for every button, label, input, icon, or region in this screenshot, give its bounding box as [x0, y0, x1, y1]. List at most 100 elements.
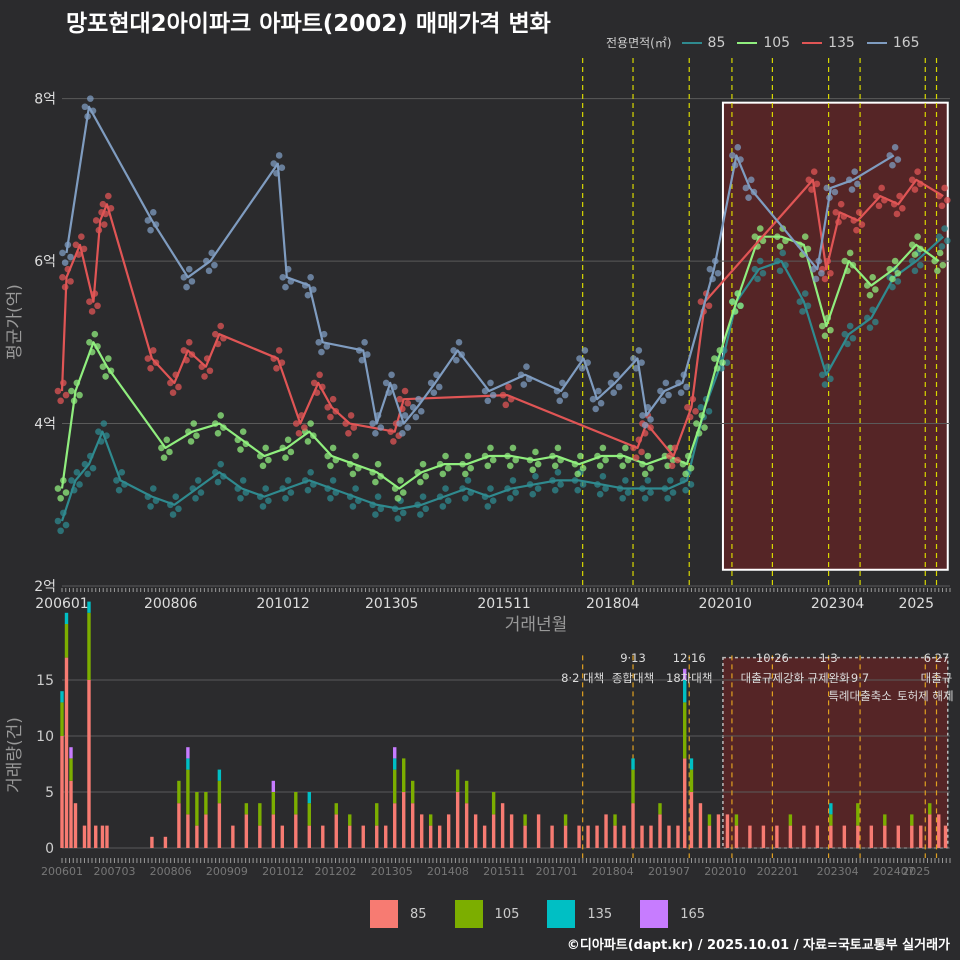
data-point — [149, 485, 157, 492]
x-tick-label: 201511 — [477, 596, 530, 612]
data-point — [574, 486, 582, 494]
data-point — [938, 202, 946, 210]
volume-bar-105 — [428, 814, 433, 826]
data-point — [819, 371, 826, 379]
volume-bar-85 — [500, 803, 505, 848]
data-point — [687, 464, 695, 472]
data-point — [599, 444, 607, 452]
data-point — [858, 221, 866, 228]
data-point — [622, 444, 629, 452]
data-point — [756, 225, 764, 232]
data-point — [487, 379, 494, 387]
data-point — [86, 339, 93, 346]
data-point — [697, 403, 705, 411]
data-point — [214, 478, 222, 486]
volume-bar-85 — [716, 814, 721, 848]
volume-bar-85 — [689, 792, 694, 848]
volume-bar-105 — [177, 780, 181, 804]
volume-bar-135 — [64, 612, 69, 624]
data-point — [821, 275, 829, 283]
volume-bar-105 — [402, 758, 406, 792]
data-point — [205, 267, 213, 275]
y-tick-label: 2억 — [34, 579, 56, 595]
price-legend: 전용면적(㎡) 85 105 135 165 — [606, 34, 932, 51]
data-point — [278, 164, 286, 171]
volume-legend-item-165: 165 — [640, 900, 705, 928]
data-point — [67, 253, 74, 261]
data-point — [169, 389, 177, 396]
data-point — [444, 464, 452, 472]
data-point — [439, 470, 447, 478]
data-point — [275, 152, 283, 159]
volume-bar-85 — [87, 680, 91, 848]
volume-x-tick-label: 201305 — [371, 865, 413, 878]
data-point — [166, 448, 173, 456]
price-chart: 2억 4억 6억 8억 200601 200806 201012 201305 201511 20… — [5, 58, 951, 635]
volume-bar-85 — [536, 814, 541, 848]
data-point — [100, 221, 108, 228]
data-point — [641, 470, 649, 478]
data-point — [76, 391, 83, 399]
volume-bar-105 — [60, 702, 64, 736]
data-point — [100, 420, 108, 427]
data-point — [659, 397, 667, 405]
volume-y-axis-label: 거래량(건) — [5, 717, 25, 793]
data-point — [602, 456, 609, 464]
data-point — [776, 267, 784, 275]
y-axis-label: 평균가(억) — [5, 284, 25, 360]
volume-bar-85 — [244, 814, 249, 848]
data-point — [827, 375, 834, 383]
data-point — [832, 209, 840, 216]
highlight-region — [721, 101, 949, 571]
policy-annotation-date: 12·16 — [673, 651, 706, 665]
volume-bar-85 — [667, 825, 671, 848]
data-point — [430, 389, 438, 396]
x-tick-label: 200806 — [144, 596, 198, 612]
policy-annotation-date: 10·26 — [756, 651, 789, 665]
volume-bar-85 — [64, 657, 69, 848]
data-point — [399, 509, 407, 517]
volume-bar-105 — [707, 814, 712, 826]
data-point — [396, 420, 403, 427]
data-point — [62, 391, 70, 399]
data-point — [163, 436, 171, 444]
data-point — [799, 308, 806, 315]
data-point — [185, 339, 193, 346]
series-165 — [59, 95, 902, 437]
data-point — [54, 485, 62, 492]
volume-bar-85 — [829, 825, 833, 848]
data-point — [282, 454, 289, 461]
volume-bar-85 — [928, 814, 932, 848]
volume-bar-135 — [217, 769, 222, 781]
data-point — [372, 478, 379, 486]
data-point — [89, 464, 97, 472]
legend-item-165: 165 — [866, 35, 920, 51]
data-point — [556, 397, 564, 405]
x-tick-label: 200601 — [35, 596, 88, 612]
data-point — [578, 365, 586, 372]
volume-x-tick-label: 202201 — [757, 865, 799, 878]
data-point — [284, 477, 292, 484]
data-point — [301, 424, 308, 431]
x-tick-label: 2025 — [898, 596, 934, 612]
data-point — [899, 204, 906, 212]
volume-bar-105 — [294, 792, 298, 815]
data-point — [444, 497, 452, 505]
data-point — [505, 383, 512, 391]
volume-bar-85 — [177, 803, 181, 848]
data-point — [57, 494, 64, 502]
y-tick-label: 8억 — [34, 92, 56, 108]
data-point — [577, 452, 584, 460]
data-point — [779, 249, 787, 257]
data-point — [262, 485, 269, 492]
data-point — [396, 395, 403, 403]
data-point — [275, 347, 283, 354]
volume-bar-105 — [829, 814, 833, 826]
volume-chart: 0 5 10 15 8·2 대책 9·13 종합대책 12·16 18차대책 10·26 대출규제강… — [5, 601, 954, 878]
data-point — [78, 233, 85, 241]
policy-annotation-label: 토허제 해제 — [897, 689, 954, 703]
x-tick-label: 201804 — [586, 596, 640, 612]
volume-bar-85 — [73, 803, 78, 848]
volume-bar-85 — [195, 825, 199, 848]
